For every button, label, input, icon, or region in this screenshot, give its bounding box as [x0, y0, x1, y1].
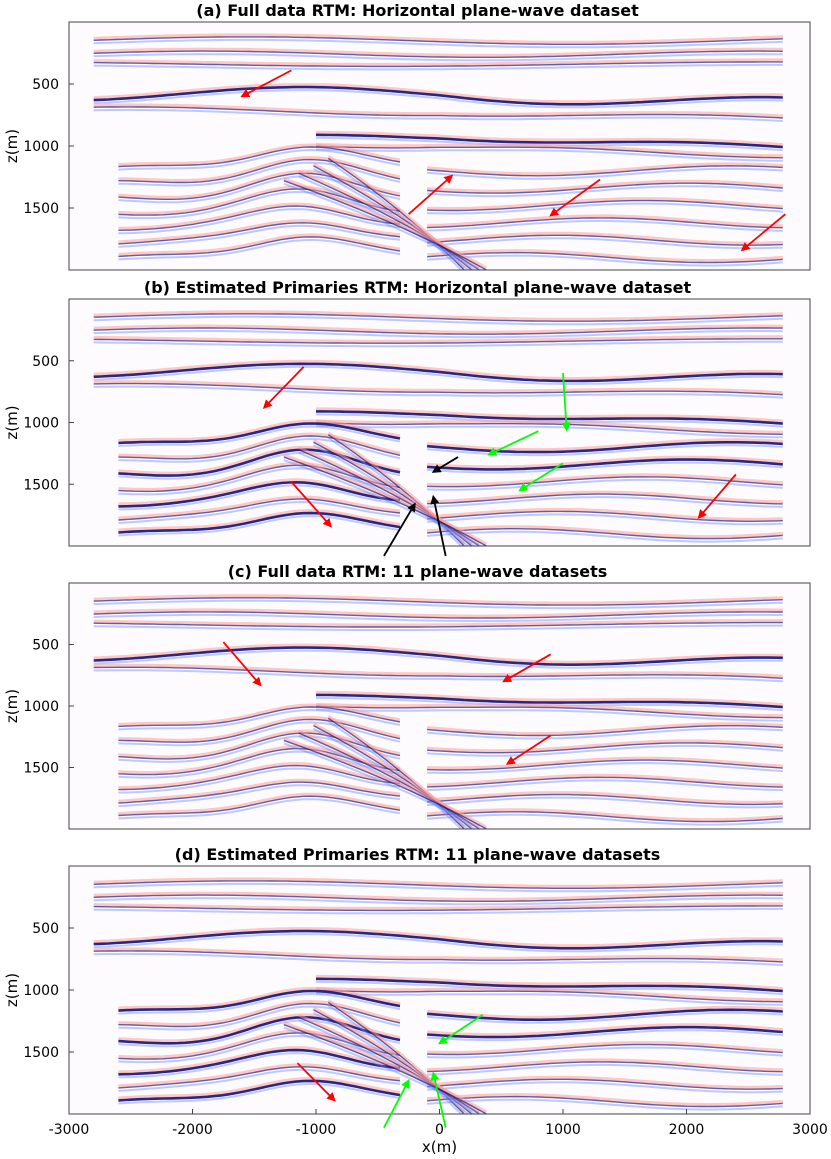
annotation-arrow [383, 502, 416, 557]
annotation-arrow [222, 641, 262, 687]
y-axis-label: z(m) [3, 129, 21, 163]
annotation-arrow [518, 462, 564, 492]
annotation-arrow [487, 430, 539, 456]
x-tick-label: 0 [435, 1122, 444, 1138]
panel-title: (c) Full data RTM: 11 plane-wave dataset… [228, 562, 608, 581]
panel-d: (d) Estimated Primaries RTM: 11 plane-wa… [3, 845, 828, 1156]
panel-title: (b) Estimated Primaries RTM: Horizontal … [144, 278, 692, 297]
y-tick-label: 1000 [23, 416, 59, 432]
y-tick-label: 1500 [23, 761, 59, 777]
y-tick-label: 1500 [23, 201, 59, 217]
y-axis-label: z(m) [3, 405, 21, 439]
y-tick-label: 1500 [23, 477, 59, 493]
x-tick-label: 1000 [545, 1122, 581, 1138]
y-tick-label: 1000 [23, 983, 59, 999]
annotation-arrow [296, 1062, 336, 1102]
annotation-arrow [290, 481, 333, 528]
y-tick-label: 500 [32, 638, 59, 654]
panel-title: (a) Full data RTM: Horizontal plane-wave… [196, 1, 639, 20]
annotation-arrow [240, 69, 292, 98]
x-tick-label: -2000 [172, 1122, 213, 1138]
x-axis-label: x(m) [422, 1138, 457, 1156]
annotation-arrow [430, 1071, 447, 1128]
seismic-image [93, 33, 783, 270]
annotation-arrow [437, 1014, 484, 1045]
y-axis-label: z(m) [3, 689, 21, 723]
annotation-arrow [502, 653, 552, 683]
panel-c: (c) Full data RTM: 11 plane-wave dataset… [3, 562, 811, 830]
annotation-arrow [408, 174, 454, 215]
y-tick-label: 500 [32, 921, 59, 937]
x-tick-label: -3000 [49, 1122, 90, 1138]
y-axis-label: z(m) [3, 973, 21, 1007]
y-tick-label: 500 [32, 354, 59, 370]
annotation-arrow [697, 473, 737, 519]
annotation-arrow [561, 373, 571, 432]
panel-b: (b) Estimated Primaries RTM: Horizontal … [3, 278, 811, 557]
seismic-image [93, 877, 783, 1114]
annotation-arrow [505, 734, 552, 765]
seismic-image [93, 594, 783, 829]
x-tick-label: -1000 [296, 1122, 337, 1138]
y-tick-label: 1500 [23, 1045, 59, 1061]
y-tick-label: 500 [32, 77, 59, 93]
annotation-arrow [430, 494, 447, 557]
x-tick-label: 3000 [792, 1122, 828, 1138]
annotation-arrow [549, 178, 601, 217]
annotation-arrow [431, 456, 459, 473]
y-tick-label: 1000 [23, 139, 59, 155]
seismic-image [93, 310, 783, 546]
annotation-arrow [262, 366, 305, 409]
annotation-arrow [740, 213, 786, 252]
panel-a: (a) Full data RTM: Horizontal plane-wave… [3, 1, 811, 271]
annotation-arrow [383, 1078, 410, 1129]
x-tick-label: 2000 [669, 1122, 705, 1138]
y-tick-label: 1000 [23, 699, 59, 715]
panel-title: (d) Estimated Primaries RTM: 11 plane-wa… [175, 845, 661, 864]
